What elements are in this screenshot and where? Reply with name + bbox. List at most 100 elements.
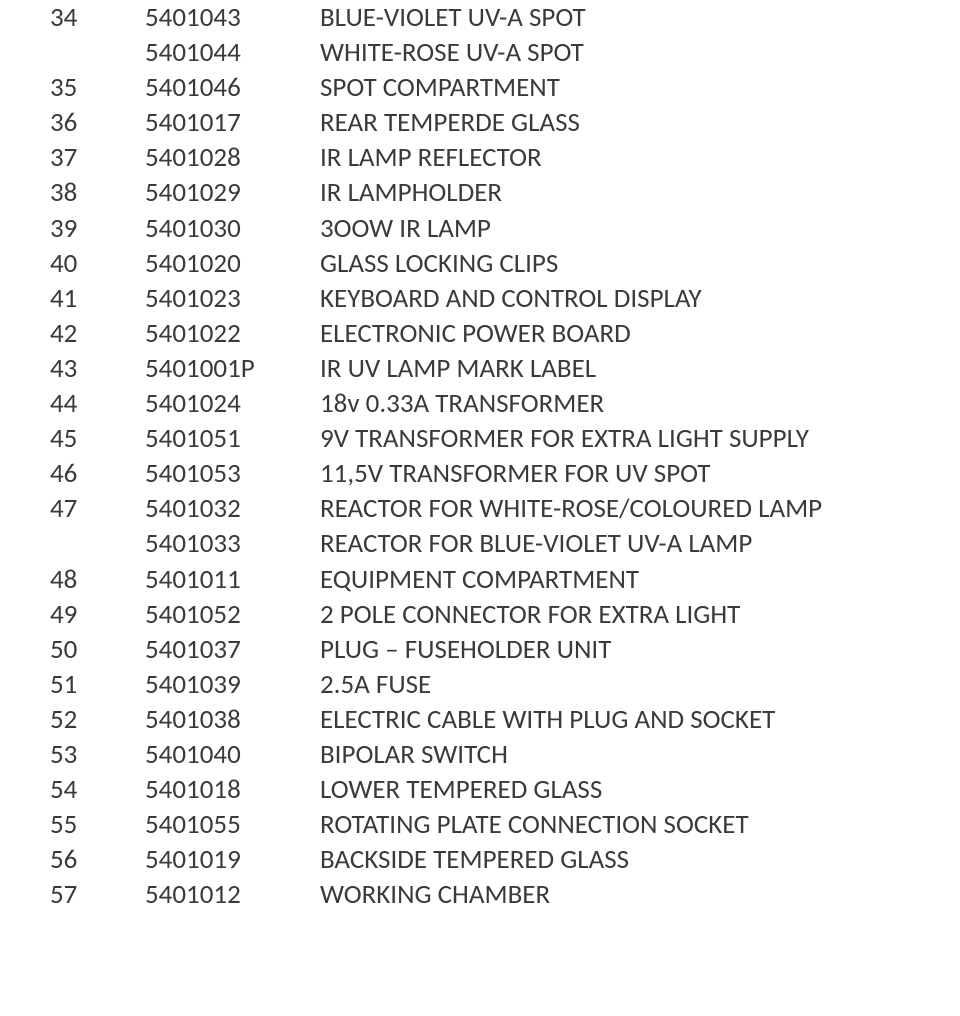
- part-description: IR LAMP REFLECTOR: [320, 140, 920, 175]
- part-number: 5401018: [145, 772, 320, 807]
- part-number: 5401040: [145, 737, 320, 772]
- parts-list-row: 575401012WORKING CHAMBER: [50, 877, 920, 912]
- part-description: SPOT COMPARTMENT: [320, 70, 920, 105]
- parts-list-row: 345401043BLUE-VIOLET UV-A SPOT: [50, 0, 920, 35]
- part-description: 18v 0.33A TRANSFORMER: [320, 386, 920, 421]
- parts-list-row: 46540105311,5V TRANSFORMER FOR UV SPOT: [50, 456, 920, 491]
- row-number: 37: [50, 140, 145, 175]
- parts-list-row: 555401055ROTATING PLATE CONNECTION SOCKE…: [50, 807, 920, 842]
- parts-list-row: 5401044WHITE-ROSE UV-A SPOT: [50, 35, 920, 70]
- row-number: 41: [50, 281, 145, 316]
- part-description: WHITE-ROSE UV-A SPOT: [320, 35, 920, 70]
- part-number: 5401024: [145, 386, 320, 421]
- part-number: 5401022: [145, 316, 320, 351]
- part-description: ELECTRONIC POWER BOARD: [320, 316, 920, 351]
- part-number: 5401011: [145, 562, 320, 597]
- row-number: 35: [50, 70, 145, 105]
- part-description: LOWER TEMPERED GLASS: [320, 772, 920, 807]
- part-description: BACKSIDE TEMPERED GLASS: [320, 842, 920, 877]
- part-number: 5401030: [145, 211, 320, 246]
- part-number: 5401038: [145, 702, 320, 737]
- parts-list-page: 345401043BLUE-VIOLET UV-A SPOT5401044WHI…: [0, 0, 960, 1016]
- row-number: 34: [50, 0, 145, 35]
- row-number: 42: [50, 316, 145, 351]
- part-description: REAR TEMPERDE GLASS: [320, 105, 920, 140]
- part-description: KEYBOARD AND CONTROL DISPLAY: [320, 281, 920, 316]
- parts-list-row: 3954010303OOW IR LAMP: [50, 211, 920, 246]
- part-number: 5401019: [145, 842, 320, 877]
- part-number: 5401012: [145, 877, 320, 912]
- row-number: 46: [50, 456, 145, 491]
- part-number: 5401017: [145, 105, 320, 140]
- row-number: 49: [50, 597, 145, 632]
- parts-list-row: 405401020GLASS LOCKING CLIPS: [50, 246, 920, 281]
- part-number: 5401037: [145, 632, 320, 667]
- part-description: ELECTRIC CABLE WITH PLUG AND SOCKET: [320, 702, 920, 737]
- parts-list-row: 44540102418v 0.33A TRANSFORMER: [50, 386, 920, 421]
- part-number: 5401033: [145, 526, 320, 561]
- part-number: 5401044: [145, 35, 320, 70]
- parts-list-row: 475401032REACTOR FOR WHITE-ROSE/COLOURED…: [50, 491, 920, 526]
- row-number: 45: [50, 421, 145, 456]
- part-description: PLUG – FUSEHOLDER UNIT: [320, 632, 920, 667]
- parts-list-row: 365401017REAR TEMPERDE GLASS: [50, 105, 920, 140]
- part-description: 2 POLE CONNECTOR FOR EXTRA LIGHT: [320, 597, 920, 632]
- row-number: 40: [50, 246, 145, 281]
- parts-list-row: 4554010519V TRANSFORMER FOR EXTRA LIGHT …: [50, 421, 920, 456]
- parts-list-row: 435401001PIR UV LAMP MARK LABEL: [50, 351, 920, 386]
- part-number: 5401001P: [145, 351, 320, 386]
- parts-list-row: 355401046SPOT COMPARTMENT: [50, 70, 920, 105]
- parts-list-row: 425401022ELECTRONIC POWER BOARD: [50, 316, 920, 351]
- row-number: 48: [50, 562, 145, 597]
- part-number: 5401053: [145, 456, 320, 491]
- row-number: [50, 526, 145, 561]
- parts-list-row: 385401029IR LAMPHOLDER: [50, 175, 920, 210]
- part-description: BIPOLAR SWITCH: [320, 737, 920, 772]
- row-number: 44: [50, 386, 145, 421]
- part-number: 5401023: [145, 281, 320, 316]
- part-number: 5401039: [145, 667, 320, 702]
- row-number: 50: [50, 632, 145, 667]
- row-number: 54: [50, 772, 145, 807]
- parts-list-row: 535401040BIPOLAR SWITCH: [50, 737, 920, 772]
- parts-list-row: 545401018LOWER TEMPERED GLASS: [50, 772, 920, 807]
- row-number: 56: [50, 842, 145, 877]
- row-number: 51: [50, 667, 145, 702]
- part-description: GLASS LOCKING CLIPS: [320, 246, 920, 281]
- row-number: 43: [50, 351, 145, 386]
- part-number: 5401020: [145, 246, 320, 281]
- part-description: WORKING CHAMBER: [320, 877, 920, 912]
- part-number: 5401051: [145, 421, 320, 456]
- part-number: 5401055: [145, 807, 320, 842]
- row-number: 55: [50, 807, 145, 842]
- parts-list-row: 505401037PLUG – FUSEHOLDER UNIT: [50, 632, 920, 667]
- row-number: [50, 35, 145, 70]
- row-number: 39: [50, 211, 145, 246]
- row-number: 57: [50, 877, 145, 912]
- part-description: ROTATING PLATE CONNECTION SOCKET: [320, 807, 920, 842]
- part-number: 5401046: [145, 70, 320, 105]
- parts-list-rows: 345401043BLUE-VIOLET UV-A SPOT5401044WHI…: [50, 0, 920, 912]
- part-description: 3OOW IR LAMP: [320, 211, 920, 246]
- part-number: 5401052: [145, 597, 320, 632]
- row-number: 38: [50, 175, 145, 210]
- part-description: 11,5V TRANSFORMER FOR UV SPOT: [320, 456, 920, 491]
- parts-list-row: 565401019BACKSIDE TEMPERED GLASS: [50, 842, 920, 877]
- parts-list-row: 415401023KEYBOARD AND CONTROL DISPLAY: [50, 281, 920, 316]
- part-description: REACTOR FOR BLUE-VIOLET UV-A LAMP: [320, 526, 920, 561]
- parts-list-row: 5401033REACTOR FOR BLUE-VIOLET UV-A LAMP: [50, 526, 920, 561]
- part-description: IR LAMPHOLDER: [320, 175, 920, 210]
- part-description: IR UV LAMP MARK LABEL: [320, 351, 920, 386]
- part-description: REACTOR FOR WHITE-ROSE/COLOURED LAMP: [320, 491, 920, 526]
- part-description: BLUE-VIOLET UV-A SPOT: [320, 0, 920, 35]
- parts-list-row: 4954010522 POLE CONNECTOR FOR EXTRA LIGH…: [50, 597, 920, 632]
- part-number: 5401029: [145, 175, 320, 210]
- part-description: EQUIPMENT COMPARTMENT: [320, 562, 920, 597]
- parts-list-row: 5154010392.5A FUSE: [50, 667, 920, 702]
- parts-list-row: 485401011EQUIPMENT COMPARTMENT: [50, 562, 920, 597]
- row-number: 47: [50, 491, 145, 526]
- part-number: 5401028: [145, 140, 320, 175]
- parts-list-row: 525401038ELECTRIC CABLE WITH PLUG AND SO…: [50, 702, 920, 737]
- row-number: 52: [50, 702, 145, 737]
- part-number: 5401043: [145, 0, 320, 35]
